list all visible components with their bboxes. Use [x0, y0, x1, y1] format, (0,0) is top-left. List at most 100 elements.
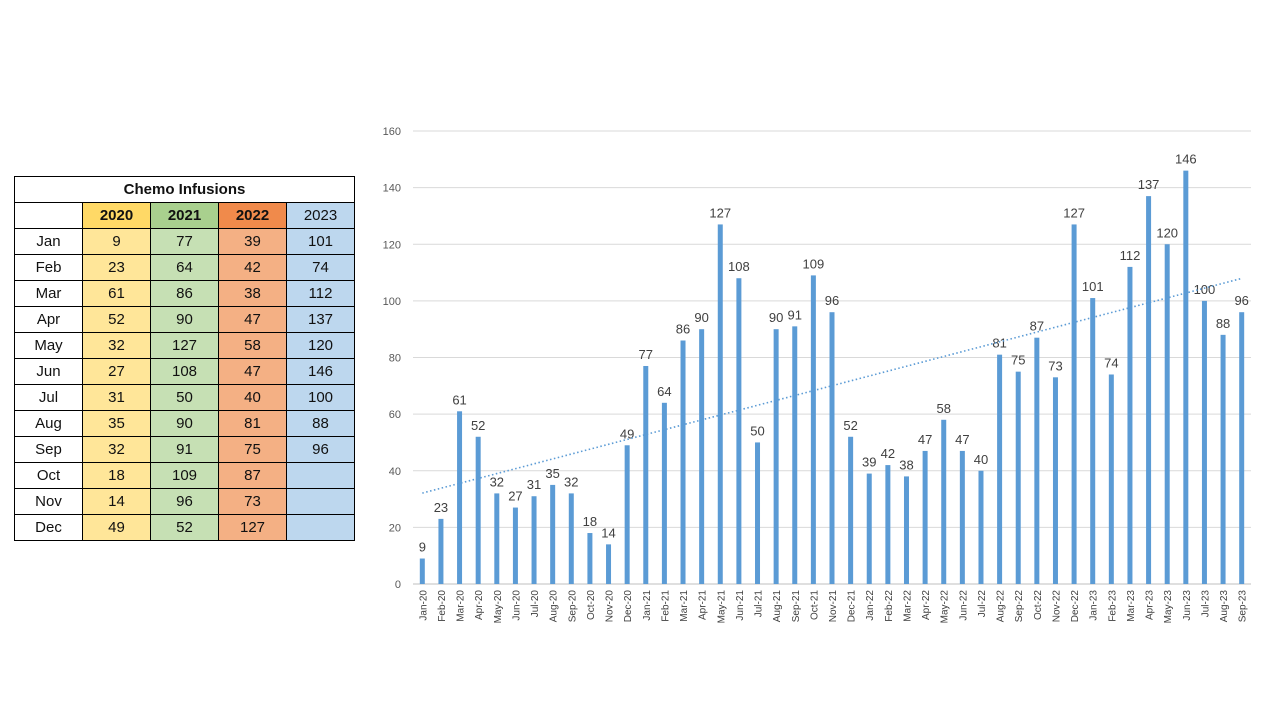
- x-tick-label: Mar-23: [1126, 590, 1137, 622]
- data-label: 58: [936, 401, 950, 416]
- value-cell-2020: 49: [82, 514, 151, 541]
- data-label: 90: [769, 310, 783, 325]
- data-label: 64: [657, 384, 671, 399]
- month-cell: Jun: [14, 358, 83, 385]
- bar: [419, 558, 425, 584]
- x-tick-label: Dec-20: [623, 590, 634, 623]
- x-tick-label: Jan-23: [1089, 590, 1100, 621]
- bar: [1034, 337, 1040, 584]
- value-cell-2022: 42: [218, 254, 287, 281]
- x-tick-label: Sep-22: [1014, 590, 1025, 623]
- y-tick-label: 120: [383, 239, 401, 251]
- bar: [1015, 371, 1021, 584]
- bar: [1239, 312, 1245, 584]
- chart-container: 0 20 40 60 80 100 120 140 160 9 Jan-20 23 Feb-20 61 Ma…: [370, 115, 1260, 640]
- x-tick-label: Sep-20: [567, 590, 578, 623]
- month-cell: Feb: [14, 254, 83, 281]
- value-cell-2023: 146: [286, 358, 355, 385]
- value-cell-2021: 109: [150, 462, 219, 489]
- bar: [755, 442, 761, 584]
- value-cell-2021: 64: [150, 254, 219, 281]
- value-cell-2020: 18: [82, 462, 151, 489]
- data-label: 49: [620, 426, 634, 441]
- bar: [1071, 224, 1077, 584]
- year-header-2022: 2022: [218, 202, 287, 229]
- x-tick-label: May-22: [940, 590, 951, 624]
- value-cell-2022: 73: [218, 488, 287, 515]
- x-tick-label: Jul-22: [977, 590, 988, 618]
- x-tick-label: Mar-22: [902, 590, 913, 622]
- data-label: 137: [1138, 177, 1160, 192]
- x-tick-label: Feb-21: [660, 590, 671, 622]
- data-label: 90: [694, 310, 708, 325]
- data-label: 52: [471, 418, 485, 433]
- bar: [792, 326, 798, 584]
- month-cell: Sep: [14, 436, 83, 463]
- year-header-2020: 2020: [82, 202, 151, 229]
- value-cell-2023: [286, 462, 355, 489]
- data-label: 9: [419, 540, 426, 555]
- value-cell-2023: 96: [286, 436, 355, 463]
- bar: [568, 493, 574, 584]
- bar: [717, 224, 723, 584]
- x-tick-label: Mar-20: [456, 590, 467, 622]
- table-title: Chemo Infusions: [14, 176, 355, 203]
- value-cell-2020: 32: [82, 436, 151, 463]
- month-cell: Jul: [14, 384, 83, 411]
- year-header-2023: 2023: [286, 202, 355, 229]
- x-tick-label: Oct-21: [809, 590, 820, 620]
- value-cell-2021: 91: [150, 436, 219, 463]
- bar: [1201, 300, 1207, 584]
- data-label: 61: [452, 392, 466, 407]
- bar: [736, 278, 742, 584]
- bar: [475, 436, 481, 584]
- data-label: 40: [974, 452, 988, 467]
- y-tick-label: 160: [383, 126, 401, 138]
- value-cell-2023: 74: [286, 254, 355, 281]
- data-label: 127: [1063, 205, 1085, 220]
- value-cell-2023: [286, 488, 355, 515]
- value-cell-2022: 127: [218, 514, 287, 541]
- bar: [457, 411, 463, 584]
- table-row: Mar 61 86 38 112: [14, 280, 355, 307]
- chemo-infusions-table: Chemo Infusions 2020 2021 2022 2023 Jan 9…: [14, 176, 355, 541]
- y-tick-label: 80: [389, 353, 401, 365]
- y-tick-label: 100: [383, 296, 401, 308]
- table-row: Feb 23 64 42 74: [14, 254, 355, 281]
- bar: [512, 507, 518, 584]
- value-cell-2022: 40: [218, 384, 287, 411]
- bar: [941, 419, 947, 584]
- value-cell-2022: 58: [218, 332, 287, 359]
- x-tick-label: Nov-20: [605, 590, 616, 623]
- data-label: 18: [583, 514, 597, 529]
- x-tick-label: Aug-21: [772, 590, 783, 623]
- table-row: Nov 14 96 73: [14, 488, 355, 515]
- bar: [903, 476, 909, 584]
- bar: [1183, 170, 1189, 584]
- bar: [699, 329, 705, 584]
- x-tick-label: Mar-21: [679, 590, 690, 622]
- data-label: 108: [728, 259, 750, 274]
- value-cell-2023: 88: [286, 410, 355, 437]
- x-tick-label: May-21: [716, 590, 727, 624]
- month-cell: Mar: [14, 280, 83, 307]
- bar: [680, 340, 686, 584]
- month-header-cell: [14, 202, 83, 229]
- value-cell-2020: 27: [82, 358, 151, 385]
- bar: [1127, 266, 1133, 584]
- value-cell-2023: [286, 514, 355, 541]
- data-label: 77: [639, 347, 653, 362]
- data-label: 27: [508, 489, 522, 504]
- value-cell-2020: 35: [82, 410, 151, 437]
- table-title-row: Chemo Infusions: [14, 176, 355, 203]
- bar: [494, 493, 500, 584]
- bar: [550, 484, 556, 584]
- x-tick-label: Jun-22: [958, 590, 969, 621]
- data-label: 47: [955, 432, 969, 447]
- table-row: Sep 32 91 75 96: [14, 436, 355, 463]
- data-label: 88: [1216, 316, 1230, 331]
- month-cell: May: [14, 332, 83, 359]
- bar: [848, 436, 854, 584]
- bar: [959, 450, 965, 584]
- data-label: 75: [1011, 353, 1025, 368]
